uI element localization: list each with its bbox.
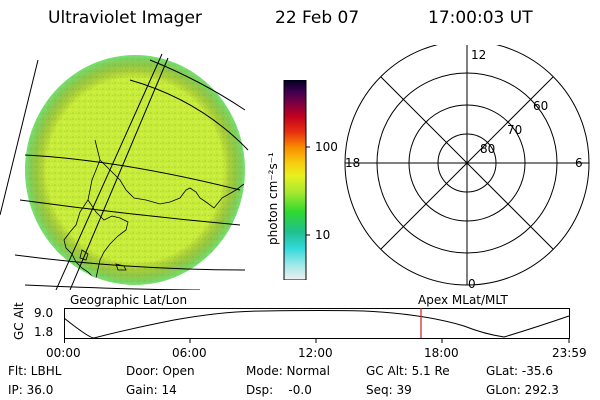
colorbar-tick-100: 100 (315, 140, 338, 154)
glat-value: GLat: -35.6 (486, 364, 553, 378)
altitude-ylabel: GC Alt (12, 302, 26, 340)
altitude-plot (64, 308, 570, 343)
polar-ring-label-70: 70 (507, 123, 522, 137)
colorbar (283, 80, 310, 280)
seq-value: Seq: 39 (366, 383, 412, 397)
dsp-value: Dsp: -0.0 (246, 383, 312, 397)
image-time: 17:00:03 UT (428, 8, 533, 28)
ip-value: IP: 36.0 (8, 383, 54, 397)
app-title: Ultraviolet Imager (48, 8, 202, 28)
coastline (63, 139, 245, 279)
door-status: Door: Open (126, 364, 195, 378)
altitude-xtick-2: 12:00 (298, 346, 333, 360)
polar-label-18: 18 (345, 156, 360, 170)
apex-panel-label: Apex MLat/MLT (418, 293, 508, 307)
altitude-xtick-4: 23:59 (552, 346, 587, 360)
altitude-xtick-3: 18:00 (424, 346, 459, 360)
polar-plot: 12 18 6 0 60 70 80 (344, 45, 590, 290)
gain-value: Gain: 14 (126, 383, 177, 397)
image-date: 22 Feb 07 (275, 8, 360, 28)
filter-value: Flt: LBHL (8, 364, 62, 378)
mode-value: Mode: Normal (246, 364, 330, 378)
glon-value: GLon: 292.3 (486, 383, 559, 397)
altitude-ytick-bottom: 1.8 (34, 325, 54, 339)
geographic-panel-label: Geographic Lat/Lon (70, 293, 188, 307)
polar-ring-label-60: 60 (533, 99, 548, 113)
geographic-image (0, 53, 249, 290)
polar-ring-label-80: 80 (480, 142, 495, 156)
altitude-xtick-1: 06:00 (172, 346, 207, 360)
colorbar-unit-label: photon cm⁻²s⁻¹ (266, 152, 280, 245)
polar-label-12: 12 (471, 48, 486, 62)
polar-label-6: 6 (575, 156, 583, 170)
altitude-ytick-top: 9.0 (34, 306, 54, 320)
colorbar-tick-10: 10 (315, 228, 331, 242)
altitude-xtick-0: 00:00 (46, 346, 81, 360)
lat-lon-grid (0, 53, 249, 290)
polar-label-0: 0 (468, 277, 476, 290)
gc-alt-value: GC Alt: 5.1 Re (366, 364, 450, 378)
